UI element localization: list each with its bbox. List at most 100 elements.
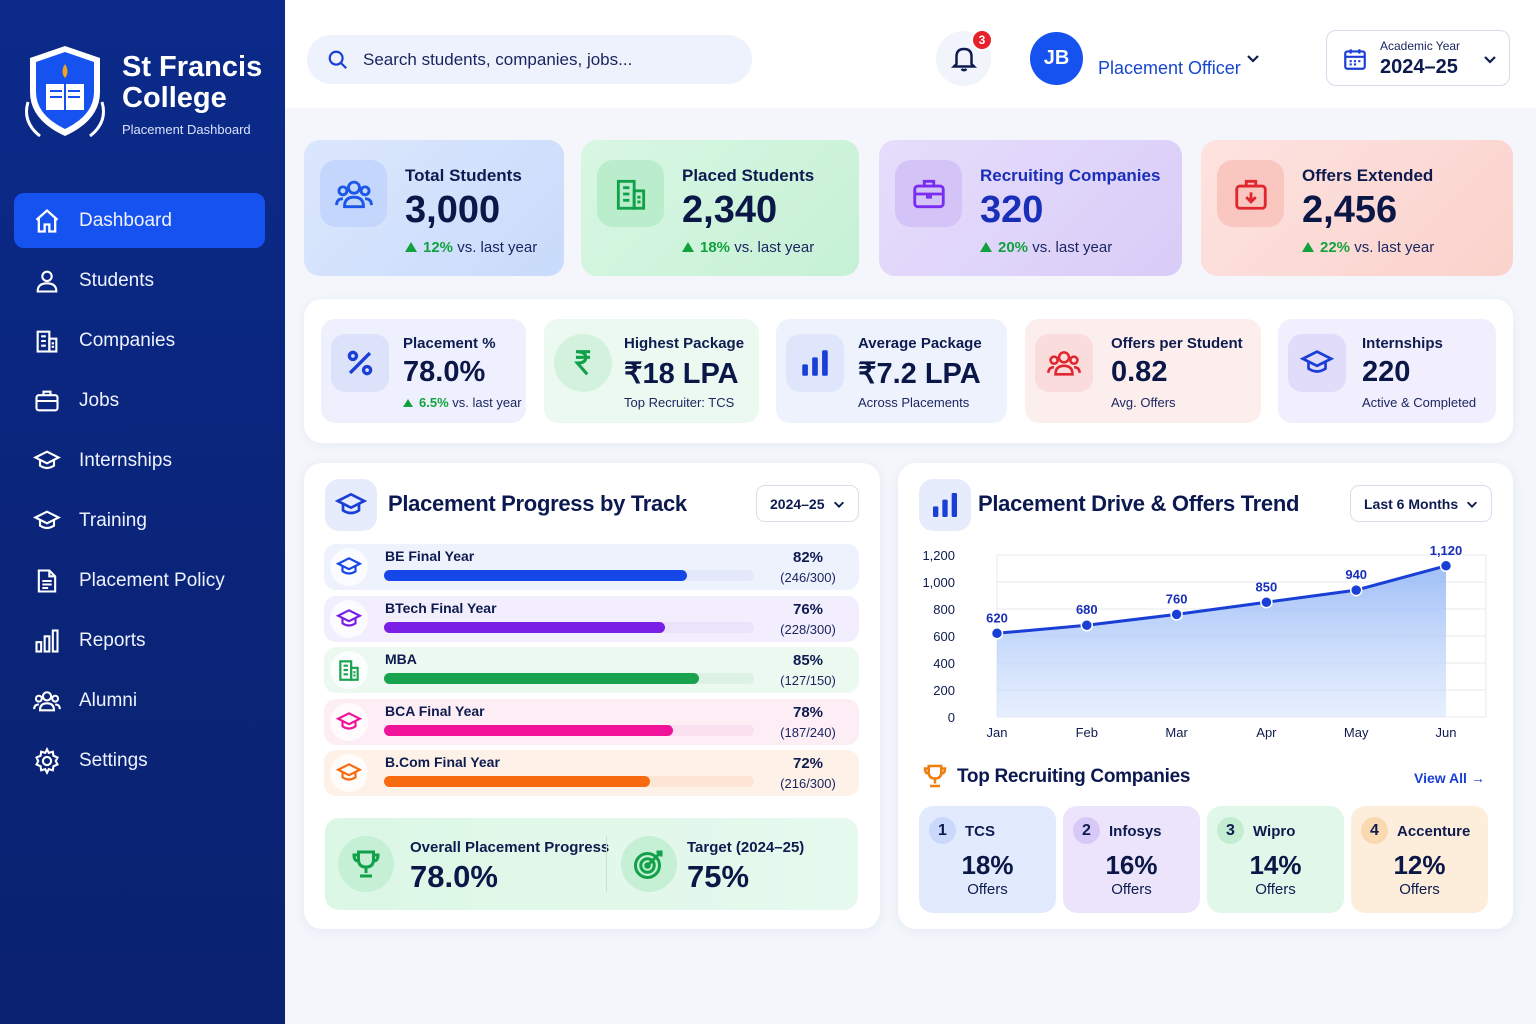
area-fill xyxy=(997,565,1446,717)
stat-value: 2,340 xyxy=(682,189,778,231)
x-tick-label: Jun xyxy=(1436,725,1457,740)
dashboard-subtitle: Placement Dashboard xyxy=(122,122,251,137)
company-name: Accenture xyxy=(1397,823,1471,840)
track-percent: 76% xyxy=(792,600,824,618)
placement-progress-panel: Placement Progress by Track 2024–25 BE F… xyxy=(304,463,880,929)
progress-bar-fill xyxy=(384,724,673,736)
college-name: St Francis College xyxy=(122,51,263,114)
sidebar-item-label: Settings xyxy=(79,749,148,771)
company-card[interactable]: 1 TCS 18% Offers xyxy=(919,806,1056,913)
sidebar-item-label: Jobs xyxy=(79,389,120,411)
sidebar-item-internships[interactable]: Internships xyxy=(14,433,265,488)
panel-title: Placement Drive & Offers Trend xyxy=(978,491,1300,516)
sidebar-item-alumni[interactable]: Alumni xyxy=(14,673,265,728)
kpi-title: Average Package xyxy=(858,335,982,352)
home-icon xyxy=(32,206,62,236)
stat-card-recruiting-companies[interactable]: Recruiting Companies 320 20% vs. last ye… xyxy=(879,140,1182,276)
track-count: (228/300) xyxy=(780,621,836,637)
track-row[interactable]: BCA Final Year 78% (187/240) xyxy=(324,698,859,745)
sidebar-item-placement-policy[interactable]: Placement Policy xyxy=(14,553,265,608)
company-card[interactable]: 2 Infosys 16% Offers xyxy=(1063,806,1200,913)
kpi-subtext: Top Recruiter: TCS xyxy=(624,395,735,410)
sidebar-item-companies[interactable]: Companies xyxy=(14,313,265,368)
sidebar-item-settings[interactable]: Settings xyxy=(14,733,265,788)
avatar[interactable]: JB xyxy=(1030,32,1083,85)
view-all-link[interactable]: View All → xyxy=(1414,770,1485,786)
company-card[interactable]: 4 Accenture 12% Offers xyxy=(1351,806,1488,913)
stat-delta-suffix: vs. last year xyxy=(734,239,815,256)
y-tick-label: 1,000 xyxy=(922,575,955,590)
y-tick-label: 200 xyxy=(933,683,955,698)
sidebar-item-dashboard[interactable]: Dashboard xyxy=(14,193,265,248)
progress-bar-fill xyxy=(384,673,699,684)
track-name: B.Com Final Year xyxy=(385,754,500,770)
bell-icon xyxy=(950,47,977,71)
graduation-cap-icon xyxy=(330,754,368,792)
track-percent: 85% xyxy=(792,652,824,669)
view-all-label: View All xyxy=(1414,770,1467,786)
track-row[interactable]: B.Com Final Year 72% (216/300) xyxy=(324,750,859,796)
search-input[interactable] xyxy=(363,49,723,70)
notifications-button[interactable]: 3 xyxy=(936,29,993,86)
academic-year-select[interactable]: Academic Year 2024–25 xyxy=(1326,30,1510,86)
overall-progress-label: Overall Placement Progress xyxy=(410,839,610,856)
track-row[interactable]: MBA 85% (127/150) xyxy=(324,647,859,693)
company-card[interactable]: 3 Wipro 14% Offers xyxy=(1207,806,1344,913)
stat-card-placed-students[interactable]: Placed Students 2,340 18% vs. last year xyxy=(581,140,859,276)
company-offer-share: 14% xyxy=(1249,850,1302,880)
kpi-offers-per-student[interactable]: Offers per Student 0.82 Avg. Offers xyxy=(1025,319,1261,423)
track-row[interactable]: BTech Final Year 76% (228/300) xyxy=(324,595,859,642)
bar-chart-icon xyxy=(786,334,844,392)
track-row[interactable]: BE Final Year 82% (246/300) xyxy=(324,544,859,590)
chevron-down-icon[interactable] xyxy=(1245,50,1261,66)
kpi-placement-percent[interactable]: Placement % 78.0% 6.5% vs. last year xyxy=(321,319,526,423)
progress-bar xyxy=(384,570,754,581)
kpi-internships[interactable]: Internships 220 Active & Completed xyxy=(1278,319,1496,423)
progress-bar xyxy=(384,673,754,684)
stat-title: Offers Extended xyxy=(1302,166,1434,185)
track-name: BE Final Year xyxy=(385,548,475,564)
data-point xyxy=(990,627,1004,640)
overall-progress-card: Overall Placement Progress 78.0% Target … xyxy=(325,818,858,910)
up-arrow-icon xyxy=(405,242,417,252)
data-point xyxy=(1260,596,1273,609)
company-offer-label: Offers xyxy=(967,881,1008,898)
bar-chart-icon xyxy=(32,626,62,656)
progress-year-select[interactable]: 2024–25 xyxy=(756,485,859,522)
kpi-delta-suffix: vs. last year xyxy=(452,395,522,410)
kpi-subtext: Across Placements xyxy=(858,395,970,410)
sidebar-item-reports[interactable]: Reports xyxy=(14,613,265,668)
search-bar[interactable] xyxy=(307,35,752,84)
kpi-highest-package[interactable]: Highest Package ₹18 LPA Top Recruiter: T… xyxy=(544,319,759,423)
stat-delta: 18% vs. last year xyxy=(682,239,814,256)
stat-delta: 22% vs. last year xyxy=(1302,239,1434,256)
stat-card-offers-extended[interactable]: Offers Extended 2,456 22% vs. last year xyxy=(1201,140,1513,276)
company-rank: 1 xyxy=(929,817,956,844)
sidebar-item-jobs[interactable]: Jobs xyxy=(14,373,265,428)
kpi-average-package[interactable]: Average Package ₹7.2 LPA Across Placemen… xyxy=(776,319,1007,423)
up-arrow-icon xyxy=(1302,242,1314,252)
trend-range-value: Last 6 Months xyxy=(1364,495,1459,512)
sidebar-item-training[interactable]: Training xyxy=(14,493,265,548)
stat-delta-value: 20% xyxy=(998,239,1029,256)
stat-delta-value: 12% xyxy=(423,239,454,256)
data-point xyxy=(1170,608,1183,621)
trend-chart: 0 200 400 600 800 1,000 1,200 620 Jan 680 Feb 760 Ma… xyxy=(922,543,1487,740)
brand: St Francis College Placement Dashboard xyxy=(18,40,278,150)
user-role[interactable]: Placement Officer xyxy=(1098,58,1241,78)
notification-badge: 3 xyxy=(971,29,993,51)
sidebar-item-students[interactable]: Students xyxy=(14,253,265,308)
company-name: Infosys xyxy=(1109,823,1162,840)
offer-icon xyxy=(1217,160,1284,227)
company-offer-share: 16% xyxy=(1105,850,1158,880)
user-icon xyxy=(32,266,62,296)
stat-title: Recruiting Companies xyxy=(980,166,1161,185)
company-rank: 4 xyxy=(1361,817,1388,844)
company-offer-share: 12% xyxy=(1393,850,1446,880)
graduation-cap-icon xyxy=(1288,334,1346,392)
data-label: 620 xyxy=(986,610,1008,625)
trend-range-select[interactable]: Last 6 Months xyxy=(1350,485,1492,522)
track-percent: 78% xyxy=(792,703,824,721)
calendar-icon xyxy=(1344,49,1366,70)
stat-card-total-students[interactable]: Total Students 3,000 12% vs. last year xyxy=(304,140,564,276)
